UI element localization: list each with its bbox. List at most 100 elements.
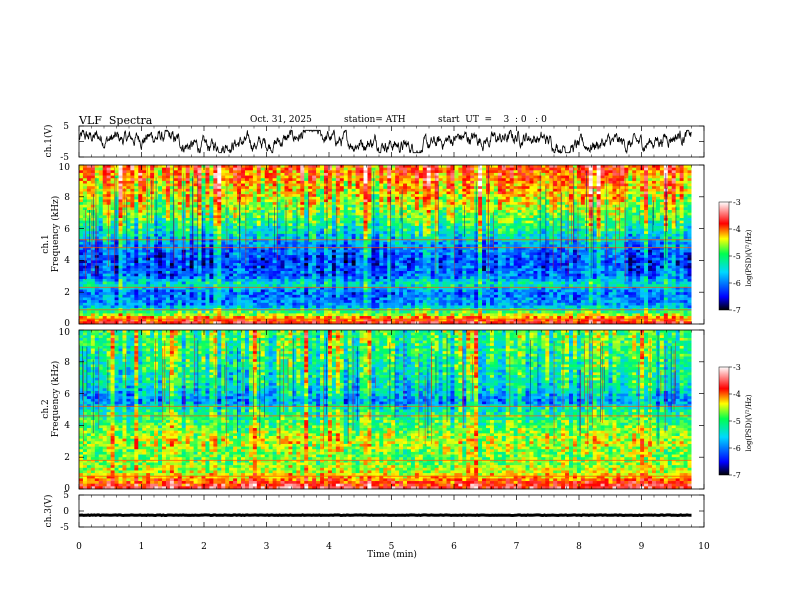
spectrogram-cell [426, 202, 431, 206]
spectrogram-cell [82, 175, 88, 179]
spectrogram-cell [241, 167, 246, 171]
spectrogram-cell [636, 228, 641, 232]
spectrogram-cell [620, 233, 625, 237]
spectrogram-cell [391, 239, 396, 243]
spectrogram-cell [422, 180, 428, 184]
spectrogram-cell [138, 228, 143, 232]
spectrogram-cell [173, 247, 179, 251]
spectrogram-cell [387, 183, 392, 187]
spectrogram-cell [351, 180, 356, 184]
spectrogram-cell [201, 247, 206, 251]
spectrogram-cell [648, 191, 653, 195]
spectrogram-cell [580, 212, 586, 216]
spectrogram-cell [430, 183, 435, 187]
spectrogram-cell [205, 223, 210, 227]
spectrogram-cell [94, 236, 100, 240]
spectrogram-cell [426, 170, 431, 174]
spectrogram-cell [189, 186, 194, 190]
spectrogram-cell [229, 241, 234, 245]
spectrogram-cell [489, 241, 495, 245]
spectrogram-cell [418, 178, 424, 182]
spectrogram-cell [655, 223, 661, 227]
spectrogram-cell [292, 247, 297, 251]
spectrogram-cell [82, 239, 88, 243]
spectrogram-cell [533, 244, 538, 248]
spectrogram-cell [347, 165, 352, 168]
spectrogram-cell [572, 178, 578, 182]
spectrogram-cell [434, 202, 439, 206]
spectrogram-cell [197, 239, 202, 243]
spectrogram-cell [201, 178, 206, 182]
spectrogram-cell [517, 172, 522, 176]
spectrogram-cell [608, 167, 613, 171]
spectrogram-cell [525, 202, 530, 206]
spectrogram-cell [304, 231, 309, 235]
spectrogram-cell [533, 188, 538, 192]
spectrogram-cell [450, 231, 455, 235]
spectrogram-cell [529, 199, 534, 203]
spectrogram-cell [248, 191, 254, 195]
spectrogram-cell [134, 247, 139, 251]
spectrogram-cell [403, 239, 408, 243]
spectrogram-cell [620, 231, 625, 235]
spectrogram-cell [489, 225, 495, 229]
spectrogram-cell [324, 212, 329, 216]
spectrogram-cell [636, 239, 641, 243]
spectrogram-cell [683, 178, 688, 182]
spectrogram-cell [225, 207, 230, 211]
spectrogram-cell [82, 199, 88, 203]
spectrogram-cell [126, 186, 131, 190]
spectrogram-cell [138, 170, 143, 174]
spectrogram-cell [86, 247, 92, 251]
spectrogram-cell [679, 202, 684, 206]
spectrogram-cell [651, 241, 657, 245]
spectrogram-cell [651, 212, 657, 216]
spectrogram-cell [146, 191, 151, 195]
spectrogram-cell [300, 212, 305, 216]
spectrogram-cell [320, 199, 325, 203]
spectrogram-cell [410, 202, 416, 206]
spectrogram-cell [636, 178, 641, 182]
spectrogram-cell [414, 167, 420, 171]
spectrogram-cell [442, 228, 447, 232]
spectrogram-cell [244, 167, 250, 171]
spectrogram-cell [470, 231, 475, 235]
spectrogram-cell [205, 247, 210, 251]
spectrogram-cell [122, 241, 127, 245]
spectrogram-cell [406, 225, 412, 229]
spectrogram-cell [142, 199, 147, 203]
spectrogram-cell [458, 225, 463, 229]
spectrogram-cell [438, 188, 443, 192]
spectrogram-cell [671, 204, 676, 208]
spectrogram-cell [632, 178, 637, 182]
spectrogram-cell [98, 244, 104, 248]
spectrogram-cell [268, 204, 273, 208]
spectrogram-cell [161, 225, 167, 229]
spectrogram-cell [414, 183, 420, 187]
spectrogram-cell [403, 223, 408, 227]
spectrogram-cell [482, 196, 487, 200]
spectrogram-cell [264, 212, 269, 216]
spectrogram-cell [221, 191, 226, 195]
spectrogram-cell [335, 165, 341, 168]
spectrogram-cell [683, 223, 688, 227]
spectrogram-cell [628, 239, 633, 243]
spectrogram-cell [414, 212, 420, 216]
spectrogram-cell [466, 186, 471, 190]
spectrogram-cell [391, 202, 396, 206]
spectrogram-cell [300, 191, 305, 195]
spectrogram-cell [177, 231, 183, 235]
spectrogram-cell [280, 180, 285, 184]
spectrogram-cell [146, 223, 151, 227]
spectrogram-cell [379, 199, 384, 203]
spectrogram-cell [553, 172, 558, 176]
spectrogram-cell [553, 165, 558, 168]
spectrogram-cell [320, 167, 325, 171]
spectrogram-cell [331, 239, 337, 243]
spectrogram-cell [106, 188, 111, 192]
spectrogram-cell [474, 165, 479, 168]
spectrogram-cell [446, 236, 451, 240]
spectrogram-cell [102, 204, 107, 208]
spectrogram-cell [446, 225, 451, 229]
